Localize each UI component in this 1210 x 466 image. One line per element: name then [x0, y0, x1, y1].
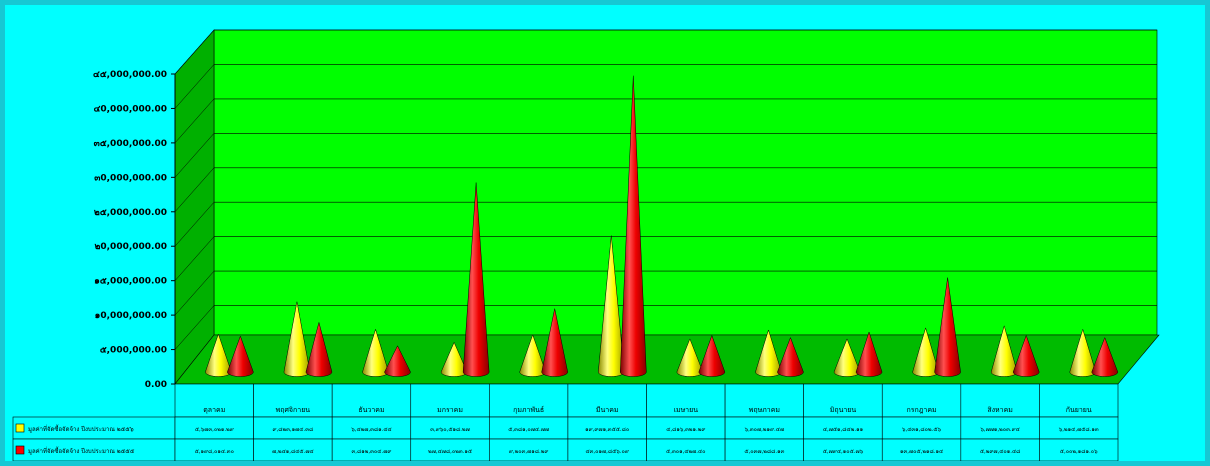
category-label: ตุลาคม: [203, 406, 225, 414]
gridline-side: [174, 167, 215, 212]
gridline-side: [174, 202, 215, 247]
y-tick-label: ๕,000,000.00: [100, 346, 167, 356]
table-header-cell: [567, 383, 647, 418]
data-label: ๔,๗๕๑,๘๔๒.๑๑: [823, 427, 863, 433]
category-label: กันยายน: [1066, 406, 1092, 414]
data-label: ๑๓,๗๐๕,๒๑๘.๑๔: [900, 449, 943, 455]
data-label: ๕,๒๙๗,๔๐๑.๔๘: [980, 449, 1021, 455]
data-label: ๙,๘๒๓,๑๗๔.๓๘: [273, 427, 314, 433]
y-tick-label: ๒๕,000,000.00: [94, 208, 167, 218]
data-label: ๖,๒๑๔,๗๕๘.๑๓: [1059, 427, 1099, 433]
category-label: กุมภาพันธ์: [513, 406, 544, 414]
category-label: มิถุนายน: [830, 406, 857, 414]
legend-swatch: [15, 445, 25, 455]
y-tick-label: 0.00: [145, 380, 167, 390]
data-label: ๕,๓๐๑,๔๒๗.๔๐: [666, 449, 705, 455]
cone-red: [462, 182, 490, 377]
data-label: ๕,๑๙๘,๐๑๔.๓๐: [195, 449, 234, 455]
data-label: ๖,๔๒๗,๓๘๑.๔๔: [351, 427, 391, 433]
data-label: ๕,๐๐๒,๑๘๑.๐๖: [1060, 449, 1098, 455]
cone-red: [620, 75, 647, 377]
y-tick-label: ๓0,000,000.00: [94, 173, 167, 183]
chart-frame: 0.00 ๕,000,000.00 ๑0,000,000.00 ๑๕,000,000.…: [5, 5, 1205, 461]
table-header-cell: [960, 383, 1040, 418]
gridline-side: [174, 305, 215, 350]
data-label: ๑๙,๙๗๑,๓๕๕.๘๐: [585, 427, 629, 433]
side-wall: [174, 29, 215, 385]
data-label: ๖,๗๗๑,๒๐๓.๙๔: [980, 427, 1019, 433]
y-axis: 0.00 ๕,000,000.00 ๑0,000,000.00 ๑๕,000,000.…: [93, 70, 176, 390]
cone-red: [1091, 336, 1119, 377]
y-tick-label: ๓๕,000,000.00: [94, 139, 167, 149]
data-label: ๒๗,๔๗๘,๐๒๓.๑๕: [428, 449, 472, 455]
cone-red: [1012, 334, 1040, 377]
gridline-side: [174, 98, 215, 144]
table-header-cell: [646, 383, 726, 418]
cones-layer: [205, 75, 1119, 377]
data-label: ๖,๓๐๗,๒๑๙.๔๗: [745, 427, 784, 433]
category-label: สิงหาคม: [987, 406, 1013, 414]
cone-red: [934, 277, 961, 377]
category-label: เมษายน: [674, 406, 699, 414]
legend-label: มูลค่าที่จัดซื้อจัดจ้าง ปีงบประมาณ ๒๕๕๖: [28, 423, 134, 433]
chart-walls: [174, 29, 1160, 385]
data-label: ๓,๙๖๐,๕๑๘.๒๗: [430, 427, 470, 433]
table-header-cell: [881, 383, 962, 418]
gridline-side: [174, 64, 215, 109]
y-tick-label: ๑0,000,000.00: [95, 311, 167, 321]
table-header-cell: [803, 383, 883, 418]
data-label: ๙,๒๐๓,๗๑๘.๒๙: [509, 449, 549, 455]
gridline-side: [174, 133, 215, 178]
legend-swatch: [15, 423, 25, 433]
data-label: ๓,๘๑๒,๓๐๔.๗๙: [352, 449, 392, 455]
legend-label: มูลค่าที่จัดซื้อจัดจ้าง ปีงบประมาณ ๒๕๕๕: [28, 445, 135, 455]
cone-red: [698, 334, 726, 377]
cone-red: [227, 335, 254, 377]
cone-red: [777, 336, 804, 377]
data-label: ๔,๘๑๖,๓๒๑.๒๙: [666, 427, 705, 433]
gridline-side: [174, 29, 215, 75]
cone-red: [384, 345, 411, 377]
data-label: ๔๓,๐๑๗,๘๕๖.๐๙: [585, 449, 628, 455]
back-wall: [213, 29, 1158, 336]
y-tick-label: ๔๕,000,000.00: [93, 70, 167, 80]
cone-chart: 0.00 ๕,000,000.00 ๑0,000,000.00 ๑๕,000,000.…: [12, 29, 1160, 461]
data-label: ๕,๖๗๓,๐๒๑.๒๙: [195, 427, 234, 433]
cone-red: [541, 308, 568, 377]
gridline-side: [174, 270, 215, 316]
category-label: มีนาคม: [596, 406, 619, 414]
table-header-cell: [410, 383, 490, 418]
gridlines: [174, 29, 1157, 350]
data-label: ๖,๔๓๑,๘๐๒.๕๖: [902, 427, 942, 433]
table-header-cell: [174, 383, 254, 418]
category-label: กรกฎาคม: [906, 406, 936, 414]
data-label: ๗,๒๔๑,๘๔๕.๗๔: [272, 449, 314, 455]
data-cell: [1039, 438, 1119, 461]
y-tick-label: ๔0,000,000.00: [94, 104, 167, 114]
category-label: มกราคม: [437, 406, 463, 414]
category-label: พฤศจิกายน: [276, 406, 311, 414]
y-tick-label: ๑๕,000,000.00: [94, 277, 167, 287]
data-label: ๕,๗๙๔,๑๐๕.๗๖: [823, 449, 864, 455]
category-label: ธันวาคม: [358, 406, 384, 414]
cone-red: [855, 331, 883, 377]
data-table: ตุลาคม พฤศจิกายน ธันวาคม มกราคม กุมภาพันธ์ มี…: [12, 383, 1119, 461]
data-label: ๕,๐๓๗,๒๘๘.๑๓: [744, 449, 784, 455]
cone-red: [305, 321, 333, 377]
category-label: พฤษภาคม: [749, 406, 780, 414]
y-tick-label: ๒0,000,000.00: [94, 242, 167, 252]
gridline-side: [174, 236, 215, 281]
data-label: ๕,๓๘๑,๐๗๔.๗๗: [508, 427, 549, 433]
